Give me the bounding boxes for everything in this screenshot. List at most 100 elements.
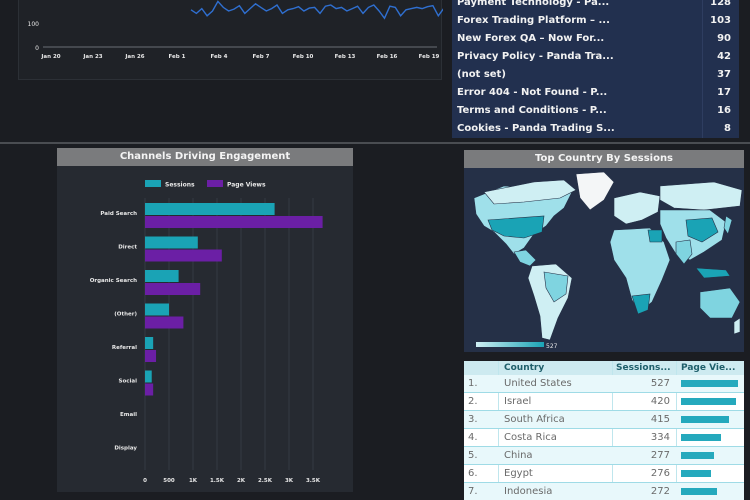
line-chart-x-tick: Jan 20 [40,54,60,60]
country-sessions: 276 [650,468,670,479]
sessions-series-line [190,0,443,20]
map-region-japan [723,215,733,235]
bar-chart-svg: Sessions Page Views 0 500 1K 1.5K 2K 2.5K 3K 3.5K… [90,180,323,484]
row-index: 5. [468,450,478,461]
page-row[interactable]: Cookies - Panda Trading S... 8 [452,120,739,138]
country-sessions: 334 [650,432,670,443]
page-value: 8 [724,123,731,134]
col-divider [498,361,499,500]
pageviews-bar [681,398,736,405]
page-row[interactable]: Terms and Conditions - P... 16 [452,102,739,120]
map-region-nz [733,317,741,335]
line-chart-y-tick: 100 [28,21,40,28]
country-row[interactable]: 3. South Africa 415 [464,411,744,429]
world-map[interactable]: 527 [464,168,744,352]
map-region-russia [659,181,743,211]
country-row[interactable]: 7. Indonesia 272 [464,483,744,500]
page-value: 90 [717,33,731,44]
col-header-country[interactable]: Country [504,363,545,373]
page-row[interactable]: (not set) 37 [452,66,739,84]
page-value: 42 [717,51,731,62]
legend-swatch [145,180,161,187]
line-chart-x-tick: Feb 1 [169,54,186,60]
page-name: Privacy Policy - Panda Tra... [457,51,614,62]
page-value: 17 [717,87,731,98]
col-header-pageviews[interactable]: Page Vie... [681,363,736,373]
bar-chart-category-label: Direct [118,245,137,251]
channels-panel-title: Channels Driving Engagement [57,148,353,166]
bar-chart-x-tick: 2K [237,478,246,484]
map-region-egypt [647,229,663,243]
row-index: 1. [468,378,478,389]
page-row[interactable]: Forex Trading Platform – ... 103 [452,12,739,30]
page-name: Forex Trading Platform – ... [457,15,610,26]
page-name: Error 404 - Not Found - P... [457,87,608,98]
country-row[interactable]: 6. Egypt 276 [464,465,744,483]
bar-pageviews [145,316,184,329]
line-chart-x-tick: Jan 26 [124,54,144,60]
map-region-south-africa [631,293,651,315]
bar-pageviews [145,383,154,396]
page-row[interactable]: Error 404 - Not Found - P... 17 [452,84,739,102]
row-index: 3. [468,414,478,425]
row-index: 6. [468,468,478,479]
row-index: 7. [468,486,478,497]
bar-chart-category-label: Display [114,446,137,452]
country-row[interactable]: 4. Costa Rica 334 [464,429,744,447]
map-legend-max: 527 [546,343,558,350]
country-sessions: 277 [650,450,670,461]
legend-label: Page Views [227,182,266,189]
line-chart-x-tick: Feb 10 [293,54,314,60]
country-sessions: 272 [650,486,670,497]
sessions-line-chart: 100 0 Jan 20 Jan 23 Jan 26 Feb 1 Feb 4 Feb 7 Feb… [18,0,443,80]
section-divider [0,142,750,144]
col-divider [676,361,677,500]
row-index: 4. [468,432,478,443]
page-value: 37 [717,69,731,80]
map-region-usa [487,215,545,239]
page-row[interactable]: Privacy Policy - Panda Tra... 42 [452,48,739,66]
page-row[interactable]: Payment Technology - Pa... 128 [452,0,739,12]
page-name: Payment Technology - Pa... [457,0,610,8]
country-name: Israel [504,396,532,407]
pageviews-bar [681,434,721,441]
country-row[interactable]: 2. Israel 420 [464,393,744,411]
country-row[interactable]: 1. United States 527 [464,375,744,393]
bar-chart-x-tick: 1K [189,478,198,484]
col-header-sessions[interactable]: Sessions... [616,363,671,373]
bar-chart-x-tick: 3K [285,478,294,484]
bar-chart-category-label: Email [120,412,137,418]
bar-chart-x-tick: 2.5K [258,478,273,484]
bar-sessions [145,337,154,349]
map-region-europe [613,191,661,225]
pageviews-bar [681,488,717,495]
country-name: United States [504,378,572,389]
bar-chart-x-tick: 1.5K [210,478,225,484]
page-name: (not set) [457,69,506,80]
pageviews-bar [681,380,738,387]
bar-chart-category-label: (Other) [114,312,137,318]
row-index: 2. [468,396,478,407]
column-divider [702,0,703,138]
bar-sessions [145,270,179,282]
bar-chart-category-label: Referral [112,345,137,351]
bar-sessions [145,203,275,215]
map-region-central-america [513,249,537,267]
line-chart-x-tick: Feb 7 [253,54,270,60]
bar-pageviews [145,283,201,295]
map-region-indonesia [695,267,731,279]
top-pages-table: Payment Technology - Pa... 128 Forex Tradi… [452,0,739,138]
country-sessions: 527 [650,378,670,389]
page-row[interactable]: New Forex QA – Now For... 90 [452,30,739,48]
country-row[interactable]: 5. China 277 [464,447,744,465]
bar-pageviews [145,216,323,228]
world-map-svg: 527 [473,171,743,350]
bar-chart-category-label: Social [119,379,138,385]
country-name: South Africa [504,414,565,425]
country-name: Egypt [504,468,533,479]
bar-pageviews [145,350,157,362]
map-region-greenland [575,171,615,211]
country-name: Costa Rica [504,432,557,443]
pageviews-bar [681,416,729,423]
